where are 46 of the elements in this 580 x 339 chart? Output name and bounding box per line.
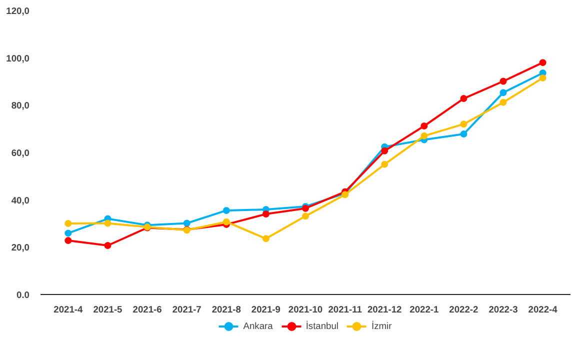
x-tick-label: 2021-10 [288, 304, 323, 314]
point [302, 212, 309, 220]
x-tick-label: 2021-5 [93, 304, 122, 314]
point [381, 160, 388, 168]
y-tick-label: 100,0 [6, 53, 30, 64]
x-tick-label: 2021-12 [367, 304, 402, 314]
x-tick-label: 2021-4 [54, 304, 84, 314]
x-tick-label: 2021-8 [212, 304, 241, 314]
x-tick-label: 2021-6 [132, 304, 162, 314]
point [104, 242, 112, 250]
point [539, 74, 546, 82]
point [500, 78, 507, 85]
point [460, 120, 468, 128]
y-tick-label: 60,0 [11, 148, 30, 158]
point [539, 59, 546, 66]
y-tick-label: 40,0 [11, 195, 30, 206]
x-tick-label: 2021-11 [328, 304, 362, 314]
point [104, 220, 112, 227]
point [460, 130, 468, 138]
point [64, 230, 72, 237]
y-tick-label: 20,0 [11, 242, 30, 253]
point [460, 95, 468, 102]
point [500, 89, 507, 96]
point [262, 210, 270, 218]
legend-label: Ankara [243, 321, 273, 331]
point [222, 218, 230, 226]
y-tick-label: 120,0 [6, 6, 30, 16]
point [64, 237, 72, 244]
point [500, 98, 507, 106]
point [183, 220, 190, 227]
x-tick-label: 2022-2 [449, 304, 478, 314]
point [64, 220, 72, 227]
y-tick-label: 0.0 [16, 290, 30, 300]
x-tick-label: 2021-7 [172, 304, 202, 314]
point [262, 235, 270, 242]
point [222, 206, 230, 214]
x-tick-label: 2022-4 [528, 304, 558, 314]
point [420, 122, 428, 130]
x-tick-label: 2021-9 [251, 304, 280, 314]
x-tick-label: 2022-3 [488, 304, 518, 314]
y-tick-label: 80,0 [11, 100, 30, 111]
x-tick-label: 2022-1 [410, 304, 439, 314]
legend-label: İzmir [372, 321, 392, 331]
legend-label: İstanbul [306, 321, 339, 331]
point [420, 132, 428, 140]
point [381, 147, 388, 154]
